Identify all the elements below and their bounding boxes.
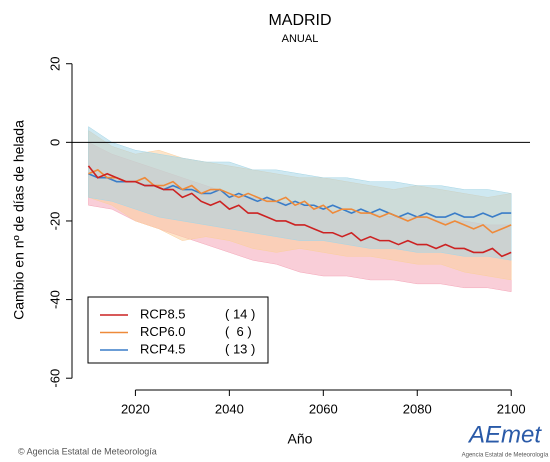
- y-tick-label: -40: [47, 290, 62, 309]
- logo-subtitle: Agencia Estatal de Meteorología: [462, 453, 549, 459]
- legend-count: ( 14 ): [225, 306, 255, 321]
- y-tick-label: 0: [47, 139, 62, 146]
- legend-label: RCP8.5: [140, 306, 186, 321]
- x-tick-label: 2100: [497, 401, 526, 416]
- x-axis-label: Año: [288, 431, 313, 447]
- series-line: [87, 165, 512, 258]
- x-tick-label: 2020: [121, 401, 150, 416]
- legend-count: ( 6 ): [225, 324, 252, 339]
- series-line: [88, 168, 512, 234]
- footer-credit: © Agencia Estatal de Meteorología: [18, 446, 157, 456]
- legend: RCP8.5 ( 14 ) RCP6.0 ( 6 ) RCP4.5 ( 13 ): [87, 296, 269, 364]
- y-tick-label: -20: [47, 212, 62, 231]
- chart-title: MADRID: [268, 12, 331, 29]
- chart-subtitle: ANUAL: [282, 33, 319, 45]
- y-axis-label: Cambio en nº de días de helada: [11, 120, 27, 320]
- x-tick-label: 2080: [403, 401, 432, 416]
- legend-label: RCP6.0: [140, 324, 186, 339]
- x-tick-label: 2040: [215, 401, 244, 416]
- y-tick-label: 20: [47, 56, 62, 70]
- legend-label: RCP4.5: [140, 341, 186, 356]
- logo-name: AEmet: [467, 421, 542, 448]
- y-tick-label: -60: [47, 369, 62, 388]
- uncertainty-band: [88, 126, 512, 261]
- legend-count: ( 13 ): [225, 341, 255, 356]
- legend-box: [87, 296, 269, 364]
- x-tick-label: 2060: [309, 401, 338, 416]
